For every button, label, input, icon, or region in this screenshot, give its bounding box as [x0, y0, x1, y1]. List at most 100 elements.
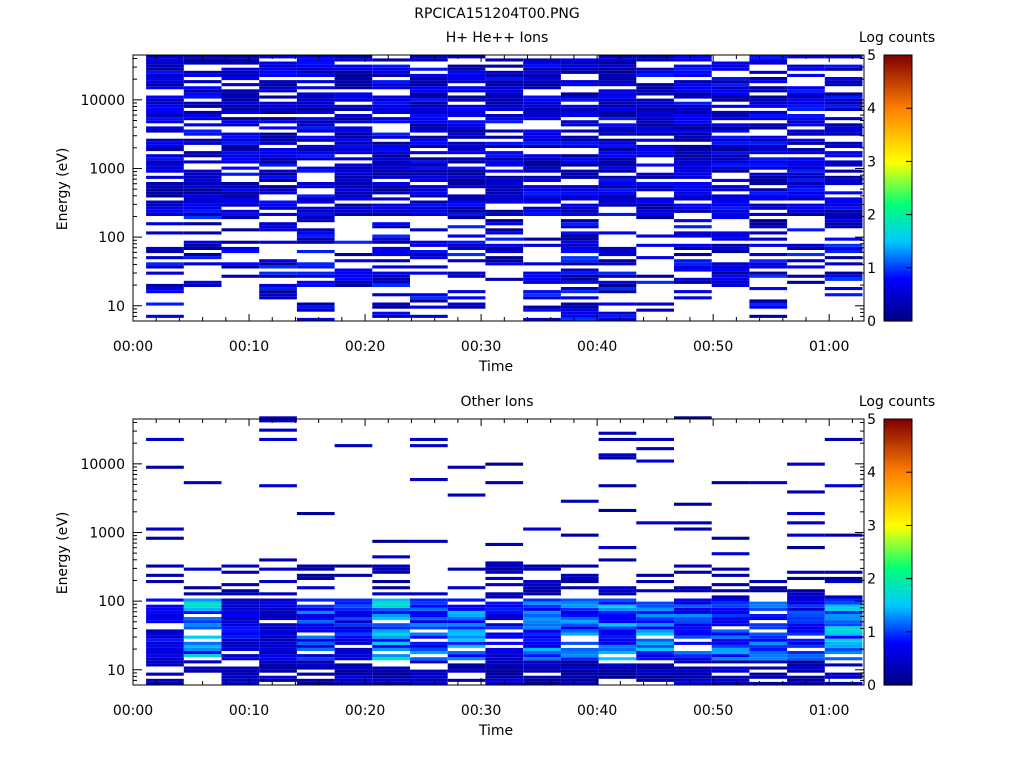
heatmap-cell — [410, 607, 448, 611]
heatmap-cell — [824, 95, 863, 99]
heatmap-cell — [485, 114, 524, 118]
heatmap-cell — [372, 641, 410, 645]
heatmap-cell — [711, 185, 750, 189]
heatmap-cell — [523, 80, 561, 84]
heatmap-cell — [824, 212, 863, 216]
heatmap-cell — [787, 274, 825, 278]
heatmap-cell — [221, 154, 260, 158]
heatmap-cell — [674, 92, 712, 96]
colorbar-swatch — [884, 536, 912, 540]
heatmap-cell — [410, 243, 448, 247]
heatmap-cell — [636, 148, 674, 152]
heatmap-cell — [560, 647, 599, 651]
colorbar-swatch — [884, 482, 912, 487]
heatmap-cell — [749, 651, 788, 655]
heatmap-cell — [259, 657, 297, 661]
heatmap-cell — [410, 126, 448, 130]
heatmap-cell — [749, 114, 788, 118]
heatmap-cell — [711, 268, 750, 272]
heatmap-cell — [447, 132, 486, 136]
heatmap-cell — [674, 586, 712, 590]
heatmap-cell — [146, 222, 184, 226]
heatmap-cell — [674, 607, 712, 611]
heatmap-cell — [410, 623, 448, 627]
heatmap-cell — [146, 188, 184, 192]
heatmap-cell — [259, 203, 297, 207]
heatmap-cell — [560, 123, 599, 127]
heatmap-cell — [598, 138, 637, 142]
heatmap-cell — [636, 234, 674, 238]
heatmap-cell — [296, 64, 335, 68]
heatmap-cell — [787, 607, 825, 611]
heatmap-cell — [485, 570, 524, 574]
heatmap-cell — [372, 632, 410, 636]
heatmap-cell — [636, 67, 674, 71]
heatmap-cell — [711, 617, 750, 621]
heatmap-cell — [523, 274, 561, 278]
heatmap-cell — [372, 110, 410, 114]
heatmap-cell — [598, 64, 637, 68]
heatmap-cell — [334, 657, 373, 661]
heatmap-cell — [485, 197, 524, 201]
colorbar-swatch — [884, 504, 912, 508]
colorbar-swatch — [884, 225, 912, 229]
heatmap-cell — [711, 614, 750, 618]
colorbar-swatch — [884, 615, 912, 620]
heatmap-cell — [410, 169, 448, 173]
heatmap-cell — [824, 55, 863, 59]
heatmap-cell — [749, 89, 788, 93]
heatmap-cell — [560, 169, 599, 173]
heatmap-cell — [183, 123, 222, 127]
heatmap-cell — [447, 610, 486, 614]
heatmap-cell — [560, 302, 599, 306]
heatmap-cell — [410, 92, 448, 96]
heatmap-cell — [711, 188, 750, 192]
heatmap-cell — [560, 277, 599, 281]
heatmap-cell — [334, 274, 373, 278]
heatmap-cell — [334, 191, 373, 195]
heatmap-cell — [824, 225, 863, 229]
colorbar-swatch — [884, 637, 912, 641]
heatmap-cell — [447, 200, 486, 204]
heatmap-cell — [636, 243, 674, 247]
heatmap-cell — [221, 95, 260, 99]
heatmap-cell — [485, 117, 524, 121]
heatmap-cell — [824, 287, 863, 291]
x-tick-label: 01:00 — [809, 703, 849, 719]
heatmap-cell — [221, 191, 260, 195]
colorbar-swatch — [884, 209, 912, 213]
heatmap-cell — [447, 151, 486, 155]
y-tick-label: 10000 — [80, 457, 125, 473]
heatmap-cell — [146, 61, 184, 65]
heatmap-cell — [824, 98, 863, 102]
heatmap-cell — [560, 212, 599, 216]
heatmap-cell — [183, 617, 222, 621]
heatmap-cell — [485, 169, 524, 173]
heatmap-cell — [485, 237, 524, 241]
heatmap-cell — [674, 197, 712, 201]
heatmap-cell — [787, 253, 825, 257]
heatmap-cell — [296, 61, 335, 65]
heatmap-cell — [523, 194, 561, 198]
colorbar-swatch — [884, 586, 912, 590]
colorbar-swatch — [884, 674, 912, 678]
heatmap-cell — [749, 175, 788, 179]
colorbar-swatch — [884, 501, 912, 505]
heatmap-cell — [410, 681, 448, 685]
heatmap-cell — [183, 651, 222, 655]
heatmap-cell — [221, 141, 260, 145]
heatmap-cell — [560, 280, 599, 284]
heatmap-cell — [410, 651, 448, 655]
heatmap-cell — [636, 521, 674, 525]
heatmap-cell — [410, 188, 448, 192]
heatmap-cell — [146, 287, 184, 291]
heatmap-cell — [560, 144, 599, 148]
heatmap-cell — [296, 182, 335, 186]
heatmap-cell — [598, 641, 637, 645]
heatmap-cell — [372, 250, 410, 254]
heatmap-cell — [259, 163, 297, 167]
heatmap-cell — [523, 635, 561, 639]
heatmap-cell — [485, 576, 524, 580]
colorbar-swatch — [884, 55, 912, 59]
heatmap-cell — [560, 678, 599, 682]
